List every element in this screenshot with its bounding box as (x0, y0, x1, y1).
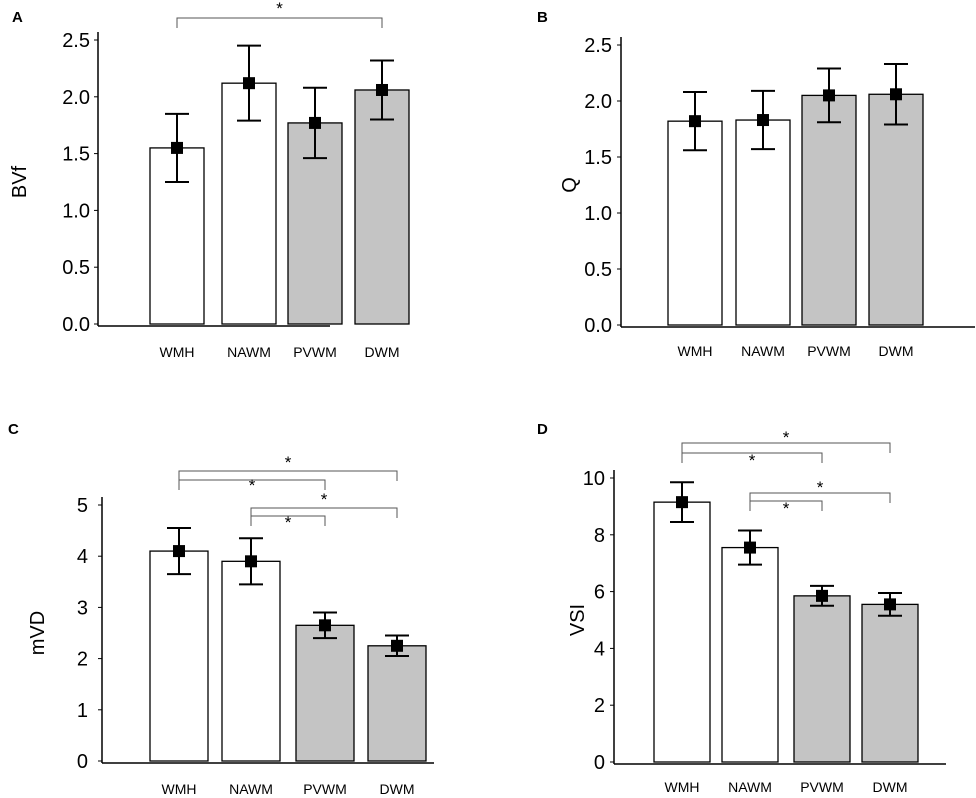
panel-b-bar-dwm (868, 93, 924, 326)
panel-d-significance-bracket (749, 492, 891, 503)
panel-d-letter: D (537, 421, 548, 438)
panel-b-ylabel: Q (559, 177, 581, 193)
panel-b-category-label: NAWM (741, 343, 785, 359)
panel-c-ytick-label: 4 (77, 546, 88, 568)
panel-b-ytick-label: 0.0 (584, 315, 612, 337)
panel-b-category-label: PVWM (807, 343, 851, 359)
panel-b-bar-nawm (735, 119, 791, 326)
panel-a-mean-marker-pvwm (309, 116, 321, 129)
panel-a-ytick-label: 2.5 (62, 30, 90, 52)
panel-a-ytick-label: 0.5 (62, 257, 90, 279)
panel-d-ytick-label: 2 (594, 695, 605, 717)
panel-d-significance-bracket (681, 442, 891, 453)
panel-a-mean-marker-dwm (376, 83, 388, 96)
panel-a-category-label: PVWM (293, 344, 337, 360)
panel-c-ytick-label: 2 (77, 649, 88, 671)
panel-d-significance-bracket (749, 500, 823, 511)
panel-d-mean-marker-nawm (744, 541, 756, 554)
panel-b-ytick-label: 2.0 (584, 91, 612, 113)
panel-d-category-label: PVWM (800, 779, 844, 795)
panel-b-ytick-label: 2.5 (584, 35, 612, 57)
panel-d-category-label: NAWM (728, 779, 772, 795)
panel-d-ylabel: VSI (567, 604, 589, 636)
panel-c-ylabel: mVD (27, 611, 49, 655)
panel-b-letter: B (537, 9, 548, 26)
panel-c-significance-bracket (250, 515, 326, 526)
panel-c-bar-wmh (149, 550, 209, 762)
panel-d-category-label: DWM (873, 779, 908, 795)
panel-a-ytick-label: 2.0 (62, 87, 90, 109)
panel-b-mean-marker-dwm (890, 88, 902, 101)
panel-c-ytick-label: 5 (77, 495, 88, 517)
panel-c-significance-bracket (178, 479, 326, 490)
panel-d-bar-pvwm (793, 595, 851, 763)
panel-a-ytick-label: 1.5 (62, 144, 90, 166)
panel-a-mean-marker-nawm (243, 77, 255, 90)
panel-c-significance-bracket (250, 507, 398, 518)
panel-a-letter: A (12, 9, 23, 26)
panel-c-significance-bracket (178, 470, 398, 481)
panel-d-significance-star: * (749, 451, 756, 470)
panel-a-category-label: WMH (160, 344, 195, 360)
panel-c-mean-marker-wmh (173, 545, 185, 558)
panel-c-mean-marker-pvwm (319, 619, 331, 632)
panel-c-bar-pvwm (295, 624, 355, 762)
panel-a-category-label: NAWM (227, 344, 271, 360)
panel-a-ylabel: BVf (9, 165, 31, 198)
panel-b-category-label: DWM (879, 343, 914, 359)
panel-c-significance-star: * (285, 513, 292, 532)
panel-b-mean-marker-nawm (757, 114, 769, 127)
panel-c-mean-marker-nawm (245, 555, 257, 568)
panel-d-significance-bracket (681, 452, 823, 463)
panel-c-significance-star: * (249, 476, 256, 495)
panel-d-mean-marker-pvwm (816, 589, 828, 602)
panel-b-bar-wmh (667, 120, 723, 326)
panel-a-category-label: DWM (365, 344, 400, 360)
panel-d-bar-wmh (653, 501, 711, 763)
panel-a-bar-nawm (221, 82, 277, 325)
panel-d-ytick-label: 6 (594, 582, 605, 604)
panel-c-letter: C (8, 421, 19, 438)
panel-c-significance-star: * (285, 453, 292, 472)
panel-d-bar-nawm (721, 546, 779, 763)
panel-d-mean-marker-wmh (676, 496, 688, 509)
panel-c-ytick-label: 3 (77, 597, 88, 619)
panel-b-mean-marker-wmh (689, 115, 701, 128)
panel-c-bar-nawm (221, 560, 281, 762)
panel-c-category-label: DWM (380, 781, 415, 797)
panel-c-ytick-label: 0 (77, 751, 88, 773)
panel-a-bar-dwm (354, 89, 410, 325)
panel-d-ytick-label: 8 (594, 525, 605, 547)
panel-a-significance-star: * (276, 0, 283, 18)
panel-c-bar-dwm (367, 645, 427, 762)
panel-a-ytick-label: 0.0 (62, 314, 90, 336)
panel-c-ytick-label: 1 (77, 700, 88, 722)
panel-a-mean-marker-wmh (171, 141, 183, 154)
panel-b-ytick-label: 1.0 (584, 203, 612, 225)
panel-c-mean-marker-dwm (391, 639, 403, 652)
panel-d-ytick-label: 0 (594, 752, 605, 774)
panel-d-significance-star: * (783, 499, 790, 518)
panel-a-ytick-label: 1.0 (62, 200, 90, 222)
panel-d-mean-marker-dwm (884, 598, 896, 611)
panel-c-category-label: PVWM (303, 781, 347, 797)
panel-b-ytick-label: 1.5 (584, 147, 612, 169)
panel-b-category-label: WMH (678, 343, 713, 359)
panel-c-category-label: WMH (162, 781, 197, 797)
panel-d-significance-star: * (817, 478, 824, 497)
panel-c-category-label: NAWM (229, 781, 273, 797)
panel-b-bar-pvwm (801, 94, 857, 326)
panel-b-ytick-label: 0.5 (584, 259, 612, 281)
panel-d-significance-star: * (783, 428, 790, 447)
panel-a-significance-bracket (176, 17, 383, 28)
panel-b-mean-marker-pvwm (823, 89, 835, 102)
panel-c-significance-star: * (321, 490, 328, 509)
panel-d-ytick-label: 4 (594, 638, 605, 660)
panel-d-bar-dwm (861, 603, 919, 763)
panel-d-category-label: WMH (665, 779, 700, 795)
panel-d-ytick-label: 10 (583, 468, 605, 490)
